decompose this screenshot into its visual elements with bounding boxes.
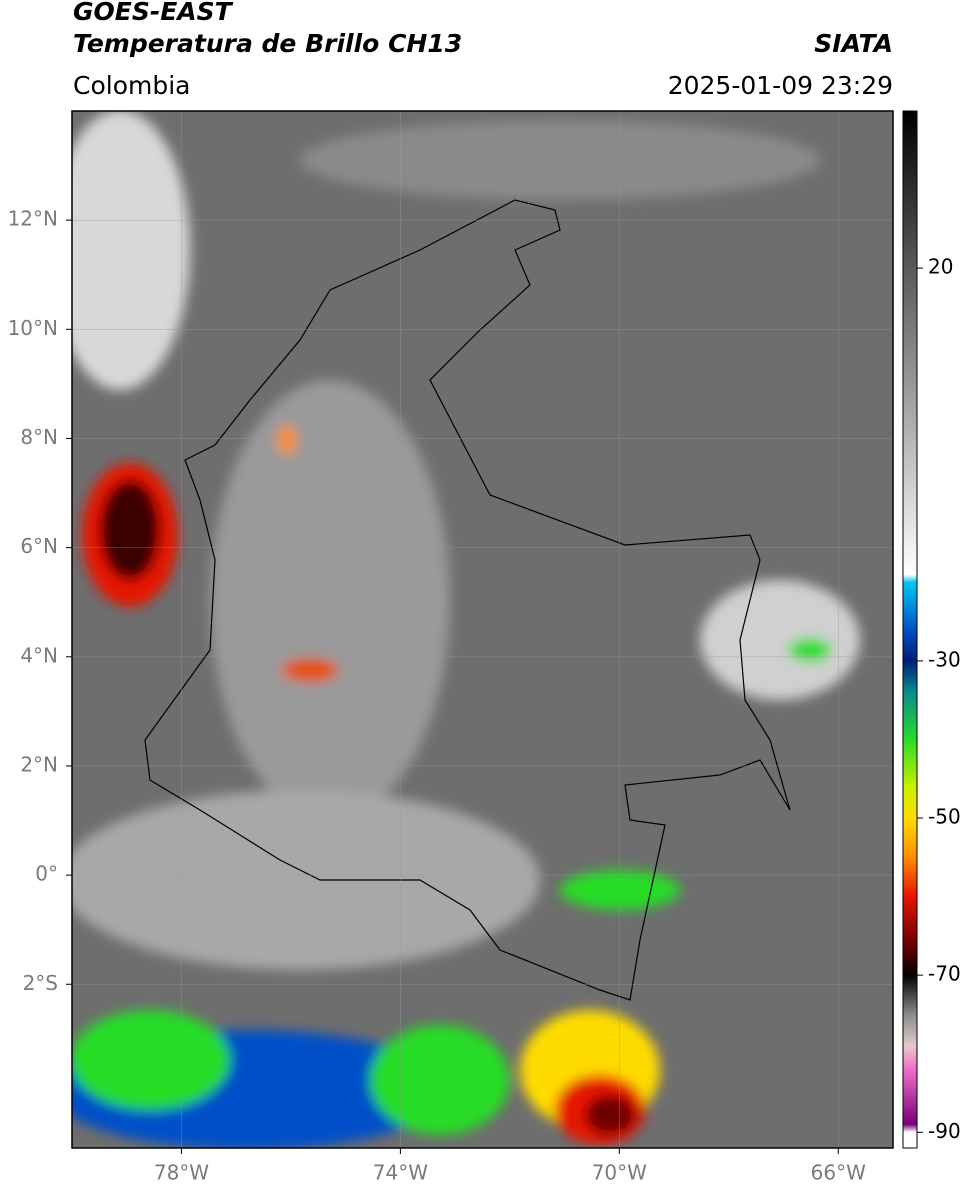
lat-tick-label: 10°N: [8, 316, 58, 340]
timestamp: 2025-01-09 23:29: [668, 71, 893, 100]
lon-tick-label: 78°W: [154, 1161, 209, 1185]
colorbar-tick-label: -30: [928, 647, 961, 671]
lat-tick-label: 4°N: [20, 643, 58, 667]
lon-tick-label: 66°W: [811, 1161, 866, 1185]
lat-tick-label: 2°S: [23, 971, 58, 995]
source: SIATA: [814, 29, 893, 58]
title: GOES-EAST: [73, 0, 234, 26]
lat-tick-label: 2°N: [20, 752, 58, 776]
lat-tick-label: 12°N: [8, 207, 58, 231]
region: Colombia: [73, 71, 190, 100]
colorbar-tick-label: -50: [928, 805, 961, 829]
colorbar-tick-label: 20: [928, 255, 953, 279]
lon-tick-label: 70°W: [592, 1161, 647, 1185]
satellite-image: [72, 111, 893, 1148]
subtitle: Temperatura de Brillo CH13: [73, 29, 462, 58]
colorbar-tick-label: -70: [928, 962, 961, 986]
colorbar-tick-label: -90: [928, 1119, 961, 1143]
map-frame: [71, 110, 894, 1149]
lat-tick-label: 6°N: [20, 534, 58, 558]
lon-tick-label: 74°W: [373, 1161, 428, 1185]
lat-tick-label: 8°N: [20, 425, 58, 449]
lat-tick-label: 0°: [35, 862, 58, 886]
colorbar: [902, 110, 918, 1149]
